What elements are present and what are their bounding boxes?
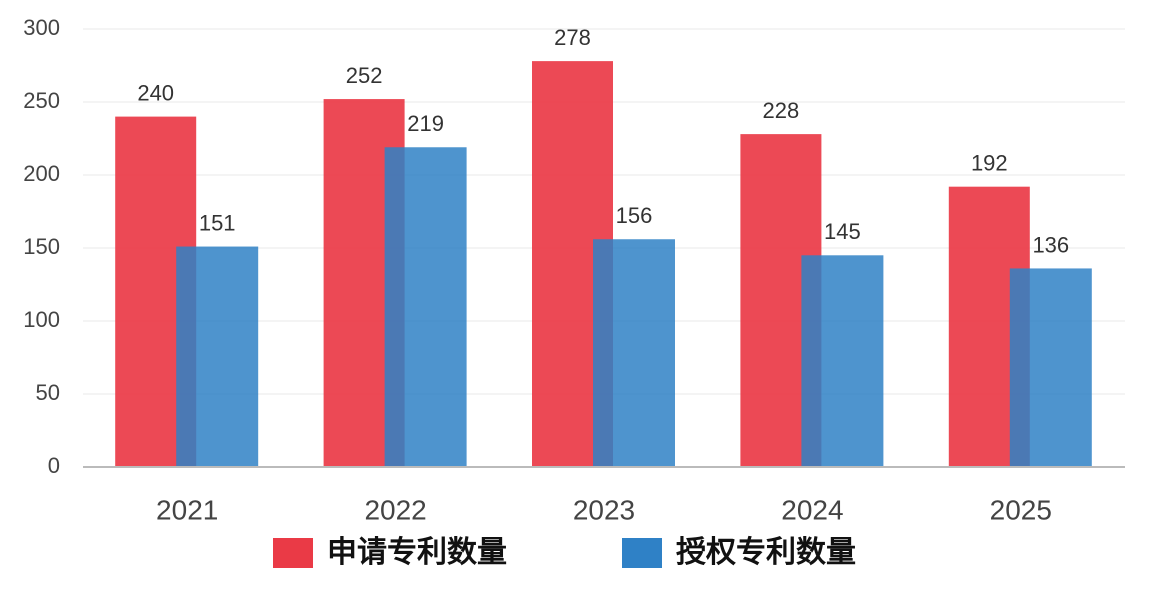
y-tick-label: 150 (23, 234, 60, 259)
y-tick-label: 200 (23, 161, 60, 186)
legend-label: 申请专利数量 (327, 536, 507, 569)
value-label: 228 (763, 98, 800, 123)
y-tick-label: 50 (36, 380, 60, 405)
y-tick-label: 300 (23, 15, 60, 40)
value-label: 278 (554, 25, 591, 50)
x-tick-label: 2024 (781, 494, 843, 525)
value-label: 136 (1032, 232, 1069, 257)
legend-swatch (273, 538, 313, 568)
legend-swatch (622, 538, 662, 568)
value-label: 240 (137, 80, 174, 105)
y-tick-label: 250 (23, 88, 60, 113)
y-tick-label: 0 (48, 453, 60, 478)
x-tick-label: 2021 (156, 494, 218, 525)
value-label: 156 (616, 203, 653, 228)
bar (593, 239, 675, 467)
x-tick-label: 2022 (364, 494, 426, 525)
value-label: 252 (346, 63, 383, 88)
bar (801, 255, 884, 467)
bar (176, 246, 259, 467)
value-label: 145 (824, 219, 861, 244)
value-label: 219 (407, 111, 444, 136)
x-tick-label: 2023 (573, 494, 635, 525)
legend-label: 授权专利数量 (676, 536, 856, 569)
bar (384, 147, 467, 467)
y-tick-label: 100 (23, 307, 60, 332)
x-tick-label: 2025 (990, 494, 1052, 525)
value-label: 151 (199, 210, 236, 235)
bar (1009, 268, 1092, 467)
value-label: 192 (971, 150, 1008, 175)
